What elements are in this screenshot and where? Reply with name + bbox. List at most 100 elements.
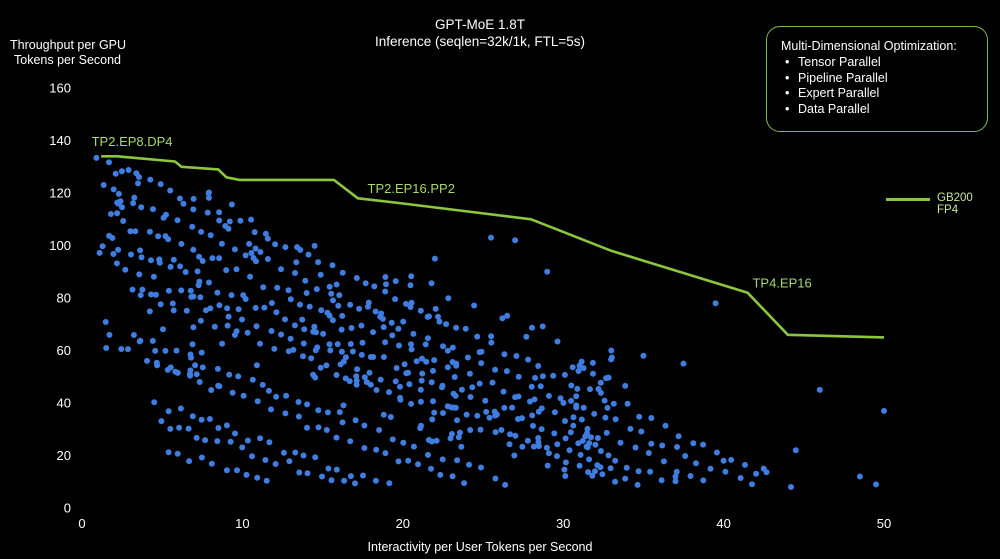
scatter-point [244,329,251,336]
scatter-point [302,277,309,284]
scatter-point [408,341,414,348]
scatter-point [407,304,414,310]
scatter-point [156,256,163,263]
scatter-point [424,335,431,342]
scatter-point [190,246,197,253]
scatter-point [263,477,270,484]
scatter-point [296,469,303,476]
scatter-point [397,396,404,403]
scatter-point [99,243,106,250]
scatter-point [148,257,154,264]
scatter-point [561,466,568,473]
scatter-point [380,411,387,418]
scatter-point [873,481,879,488]
scatter-point [474,333,481,340]
scatter-point [234,467,240,474]
scatter-point [881,407,887,414]
scatter-point [361,445,368,451]
scatter-point [260,284,267,291]
scatter-point [297,246,304,253]
scatter-point [138,254,145,261]
scatter-point [177,263,184,270]
scatter-point [690,440,697,447]
scatter-point [645,450,652,456]
scatter-point [417,398,424,405]
scatter-point [577,451,584,458]
scatter-point [227,438,234,445]
scatter-point [251,229,258,236]
scatter-point [325,465,332,472]
scatter-point [608,347,615,354]
scatter-point [562,459,569,466]
scatter-point [506,441,513,448]
scatter-point [365,299,372,306]
scatter-point [523,333,530,340]
scatter-point [382,274,389,280]
scatter-point [410,443,417,450]
scatter-point [602,414,609,421]
scatter-point [610,400,617,407]
scatter-point [635,468,642,475]
scatter-point [122,266,129,273]
scatter-point [792,447,799,454]
scatter-point [232,430,238,437]
scatter-point [225,313,232,320]
scatter-point [387,414,394,420]
scatter-point [138,204,145,211]
scatter-point [295,399,302,405]
scatter-point [125,167,132,173]
scatter-point [292,270,298,276]
scatter-point [129,286,136,293]
scatter-point [341,477,348,484]
scatter-point [580,404,587,411]
scatter-point [144,357,150,364]
scatter-point [330,297,336,304]
scatter-point [262,457,269,463]
scatter-point [306,303,313,310]
scatter-point [383,281,389,288]
scatter-point [160,214,167,221]
scatter-point [361,374,368,381]
x-axis-label: Interactivity per User Tokens per Second [367,540,593,554]
scatter-point [264,256,271,262]
scatter-point [597,448,604,454]
scatter-point [648,440,655,447]
scatter-point [462,325,469,332]
scatter-point [319,473,325,480]
scatter-point [417,425,424,432]
scatter-point [106,331,113,338]
scatter-point [183,307,190,314]
y-axis-label-line1: Throughput per GPU [10,38,127,52]
scatter-point [247,273,254,280]
y-tick-label: 100 [49,238,71,253]
scatter-point [152,291,159,298]
scatter-point [290,346,297,353]
scatter-point [317,271,324,278]
scatter-point [323,427,330,433]
scatter-point [419,370,426,377]
series-legend: GB200 FP4 [886,191,996,216]
scatter-point [367,381,374,388]
scatter-point [178,240,185,247]
scatter-point [469,384,476,391]
scatter-point [235,306,242,313]
scatter-point [358,351,365,358]
scatter-point [127,228,134,235]
scatter-point [720,457,727,464]
frontier-annotation: TP2.EP16.PP2 [368,181,455,196]
scatter-point [204,209,211,216]
scatter-point [575,368,582,374]
scatter-point [291,322,298,329]
scatter-point [293,259,300,266]
scatter-point [430,367,436,374]
scatter-point [489,379,496,386]
scatter-point [454,417,460,424]
scatter-point [299,316,306,323]
scatter-point [658,477,665,484]
chart-title: GPT-MoE 1.8T [434,17,526,32]
scatter-point [273,393,280,400]
scatter-point [567,429,574,436]
scatter-point [377,376,384,383]
scatter-point [753,470,760,477]
